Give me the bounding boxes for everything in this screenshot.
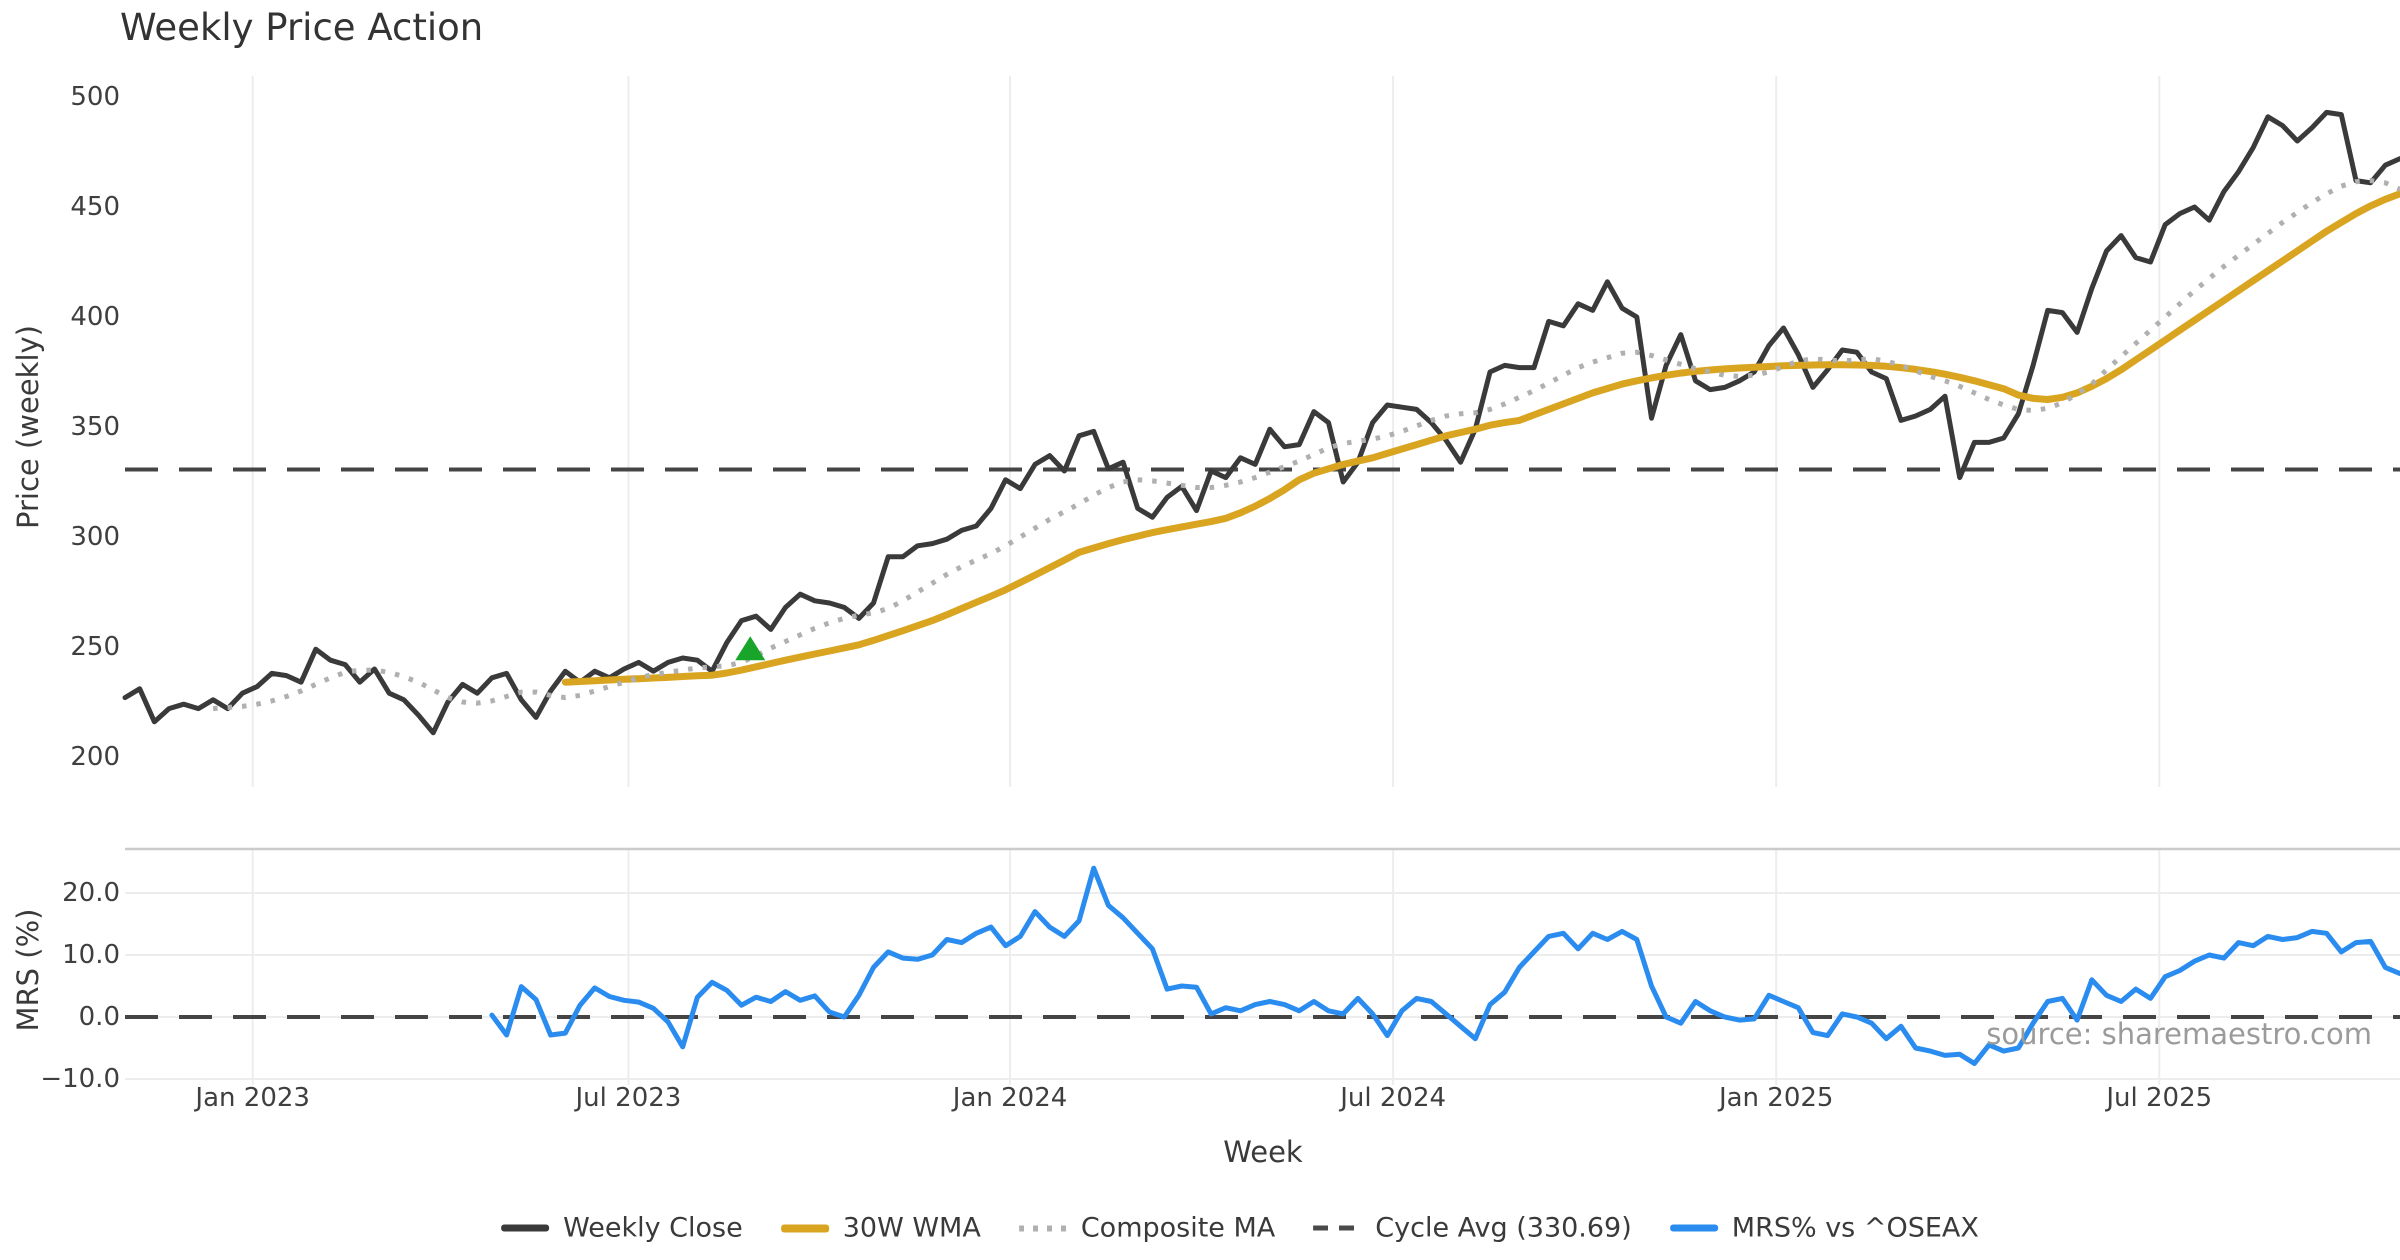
- x-tick-label: Jan 2025: [1718, 1083, 1834, 1113]
- mrs-y-tick-label: −10.0: [40, 1064, 120, 1094]
- x-tick-label: Jan 2024: [952, 1083, 1068, 1113]
- price-y-tick-label: 250: [70, 632, 120, 662]
- legend-swatch-dashed-icon: [1313, 1225, 1362, 1231]
- legend-label: 30W WMA: [842, 1212, 981, 1244]
- legend-label: Cycle Avg (330.69): [1375, 1212, 1632, 1244]
- x-tick-label: Jul 2025: [2106, 1083, 2213, 1113]
- x-tick-label: Jul 2024: [1340, 1083, 1447, 1113]
- mrs-y-tick-label: 10.0: [62, 940, 120, 970]
- price-y-tick-label: 400: [70, 302, 120, 332]
- mrs-y-tick-label: 0.0: [78, 1002, 120, 1032]
- series-mrs-vs-oseax: [489, 865, 2400, 1066]
- x-axis-label: Week: [1223, 1135, 1303, 1169]
- legend-swatch-solid-gold-icon: [780, 1224, 829, 1232]
- x-tick-label: Jul 2023: [575, 1083, 682, 1113]
- series-composite-ma: [212, 178, 2400, 712]
- series-30w-wma: [561, 190, 2400, 686]
- price-y-tick-label: 450: [70, 192, 120, 222]
- legend-item: Composite MA: [1018, 1212, 1276, 1244]
- price-y-tick-label: 300: [70, 522, 120, 552]
- chart-title: Weekly Price Action: [120, 6, 484, 49]
- x-tick-label: Jan 2023: [195, 1083, 310, 1113]
- legend-item: Cycle Avg (330.69): [1313, 1213, 1632, 1244]
- legend-swatch-solid-blue-icon: [1669, 1224, 1718, 1232]
- legend: Weekly Close 30W WMA Composite MA Cycle Avg…: [501, 1213, 1979, 1244]
- legend-item: MRS% vs ^OSEAX: [1669, 1212, 1979, 1244]
- source-watermark: source: sharemaestro.com: [1986, 1017, 2372, 1051]
- legend-swatch-solid-dark-icon: [501, 1224, 550, 1232]
- mrs-y-tick-label: 20.0: [62, 878, 120, 908]
- price-y-tick-label: 500: [70, 82, 120, 112]
- legend-swatch-dotted-icon: [1018, 1225, 1067, 1231]
- legend-label: Weekly Close: [563, 1212, 743, 1244]
- legend-item: 30W WMA: [780, 1212, 981, 1244]
- legend-item: Weekly Close: [501, 1213, 743, 1244]
- legend-label: Composite MA: [1080, 1212, 1276, 1244]
- price-y-tick-label: 350: [70, 412, 120, 442]
- legend-label: MRS% vs ^OSEAX: [1731, 1212, 1979, 1244]
- price-y-tick-label: 200: [70, 742, 120, 772]
- buy-signal-triangle-icon: [735, 636, 766, 661]
- series-weekly-close: [122, 109, 2400, 736]
